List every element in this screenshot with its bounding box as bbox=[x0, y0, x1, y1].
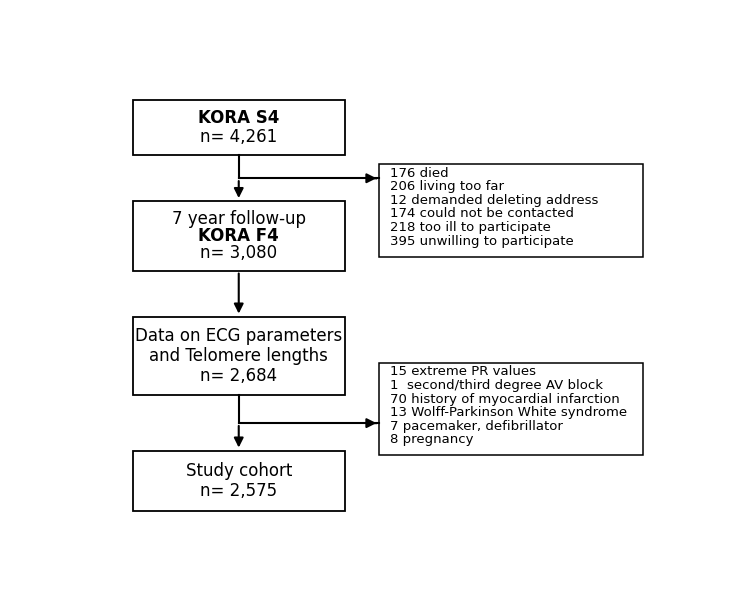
Text: 15 extreme PR values: 15 extreme PR values bbox=[389, 365, 536, 379]
Text: 7 pacemaker, defibrillator: 7 pacemaker, defibrillator bbox=[389, 420, 562, 433]
Text: KORA F4: KORA F4 bbox=[198, 227, 279, 245]
Text: 12 demanded deleting address: 12 demanded deleting address bbox=[389, 194, 598, 207]
Text: 218 too ill to participate: 218 too ill to participate bbox=[389, 221, 551, 234]
Text: 174 could not be contacted: 174 could not be contacted bbox=[389, 208, 574, 220]
Text: 206 living too far: 206 living too far bbox=[389, 181, 504, 193]
Text: n= 2,684: n= 2,684 bbox=[201, 367, 278, 385]
FancyBboxPatch shape bbox=[132, 100, 345, 155]
FancyBboxPatch shape bbox=[132, 202, 345, 271]
FancyBboxPatch shape bbox=[380, 164, 643, 257]
Text: 70 history of myocardial infarction: 70 history of myocardial infarction bbox=[389, 392, 619, 406]
Text: 176 died: 176 died bbox=[389, 167, 448, 180]
Text: 13 Wolff-Parkinson White syndrome: 13 Wolff-Parkinson White syndrome bbox=[389, 406, 627, 419]
Text: Study cohort: Study cohort bbox=[186, 462, 292, 480]
FancyBboxPatch shape bbox=[132, 317, 345, 395]
FancyBboxPatch shape bbox=[380, 363, 643, 455]
Text: 395 unwilling to participate: 395 unwilling to participate bbox=[389, 235, 574, 248]
FancyBboxPatch shape bbox=[132, 451, 345, 511]
Text: n= 3,080: n= 3,080 bbox=[201, 244, 278, 262]
Text: n= 4,261: n= 4,261 bbox=[200, 128, 278, 146]
Text: Data on ECG parameters: Data on ECG parameters bbox=[135, 328, 343, 346]
Text: 1  second/third degree AV block: 1 second/third degree AV block bbox=[389, 379, 602, 392]
Text: n= 2,575: n= 2,575 bbox=[201, 482, 278, 500]
Text: 7 year follow-up: 7 year follow-up bbox=[172, 209, 306, 227]
Text: and Telomere lengths: and Telomere lengths bbox=[149, 347, 328, 365]
Text: KORA S4: KORA S4 bbox=[198, 109, 280, 127]
Text: 8 pregnancy: 8 pregnancy bbox=[389, 433, 473, 446]
